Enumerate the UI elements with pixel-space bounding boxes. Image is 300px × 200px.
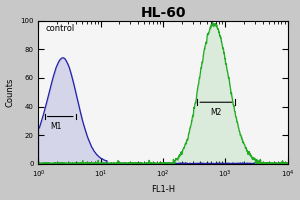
Title: HL-60: HL-60 xyxy=(140,6,186,20)
X-axis label: FL1-H: FL1-H xyxy=(151,185,175,194)
Text: M1: M1 xyxy=(50,122,61,131)
Text: control: control xyxy=(46,24,75,33)
Y-axis label: Counts: Counts xyxy=(6,78,15,107)
Text: M2: M2 xyxy=(210,108,222,117)
